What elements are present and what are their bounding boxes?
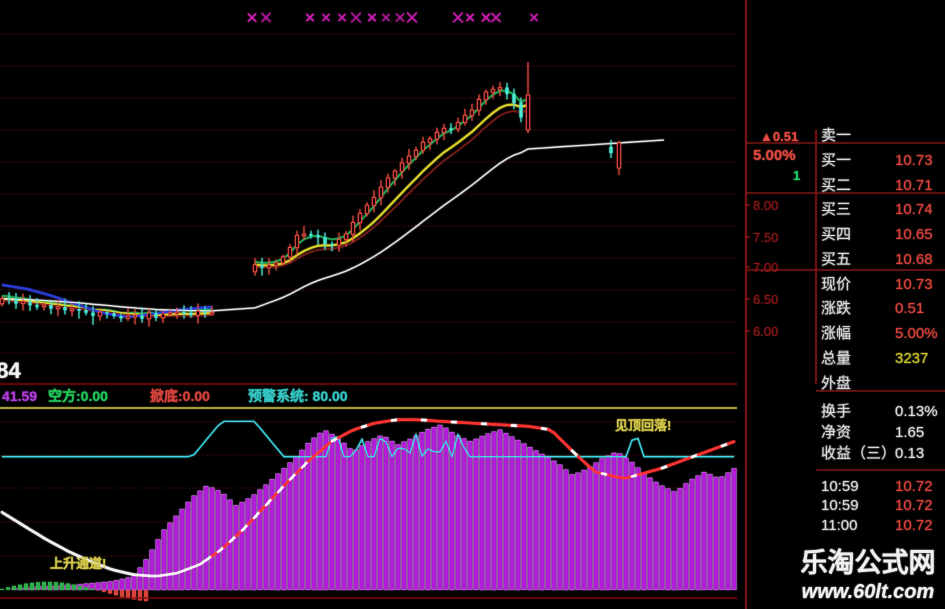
svg-text:10.73: 10.73: [895, 152, 933, 169]
svg-text:10.71: 10.71: [895, 177, 933, 194]
svg-text:5.00%: 5.00%: [895, 325, 938, 342]
svg-text:10.72: 10.72: [895, 517, 933, 534]
svg-text:换手: 换手: [821, 403, 851, 420]
svg-text:3237: 3237: [895, 350, 928, 367]
svg-text:收益（三）: 收益（三）: [821, 445, 896, 462]
svg-text:10:59: 10:59: [821, 497, 859, 514]
svg-text:买四: 买四: [821, 226, 851, 243]
svg-text:现价: 现价: [821, 276, 851, 293]
svg-text:0.13%: 0.13%: [895, 403, 938, 420]
svg-text:上升通道!: 上升通道!: [50, 556, 106, 571]
svg-text:6.50: 6.50: [753, 292, 778, 307]
svg-text:乐淘公式网: 乐淘公式网: [801, 548, 936, 578]
svg-text:买五: 买五: [821, 251, 851, 268]
svg-text:8.00: 8.00: [753, 198, 778, 213]
svg-text:10.65: 10.65: [895, 226, 933, 243]
svg-text:见顶回落!: 见顶回落!: [615, 418, 671, 433]
svg-text:0.13: 0.13: [895, 445, 924, 462]
svg-text:总量: 总量: [821, 350, 851, 367]
svg-text:涨幅: 涨幅: [821, 325, 851, 342]
svg-text:www.60lt.com: www.60lt.com: [802, 581, 935, 603]
svg-text:10:59: 10:59: [821, 478, 859, 495]
svg-text:买三: 买三: [821, 201, 851, 218]
svg-text:10.72: 10.72: [895, 478, 933, 495]
svg-text:0.51: 0.51: [895, 300, 924, 317]
svg-text:884: 884: [0, 358, 21, 383]
svg-text:卖一: 卖一: [821, 127, 851, 144]
svg-text:涨跌: 涨跌: [821, 300, 851, 317]
svg-text:1: 1: [793, 168, 800, 183]
svg-text:10.73: 10.73: [895, 276, 933, 293]
svg-text:41.59: 41.59: [2, 388, 37, 404]
svg-text:6.00: 6.00: [753, 324, 778, 339]
svg-text:1.65: 1.65: [895, 424, 924, 441]
svg-text:买一: 买一: [821, 152, 851, 169]
svg-text:空方:0.00: 空方:0.00: [48, 388, 108, 404]
svg-text:11:00: 11:00: [821, 517, 857, 534]
svg-text:7.00: 7.00: [753, 260, 778, 275]
svg-text:预警系统: 80.00: 预警系统: 80.00: [248, 388, 348, 404]
svg-text:外盘: 外盘: [821, 374, 851, 392]
svg-text:净资: 净资: [821, 424, 851, 441]
svg-text:▲0.51: ▲0.51: [760, 129, 798, 144]
svg-text:10.72: 10.72: [895, 497, 933, 514]
svg-text:买二: 买二: [821, 177, 851, 194]
svg-text:掀底:0.00: 掀底:0.00: [150, 388, 210, 404]
svg-text:5.00%: 5.00%: [753, 147, 796, 164]
svg-text:7.50: 7.50: [753, 230, 778, 245]
svg-text:10.68: 10.68: [895, 251, 933, 268]
svg-text:10.74: 10.74: [895, 201, 933, 218]
